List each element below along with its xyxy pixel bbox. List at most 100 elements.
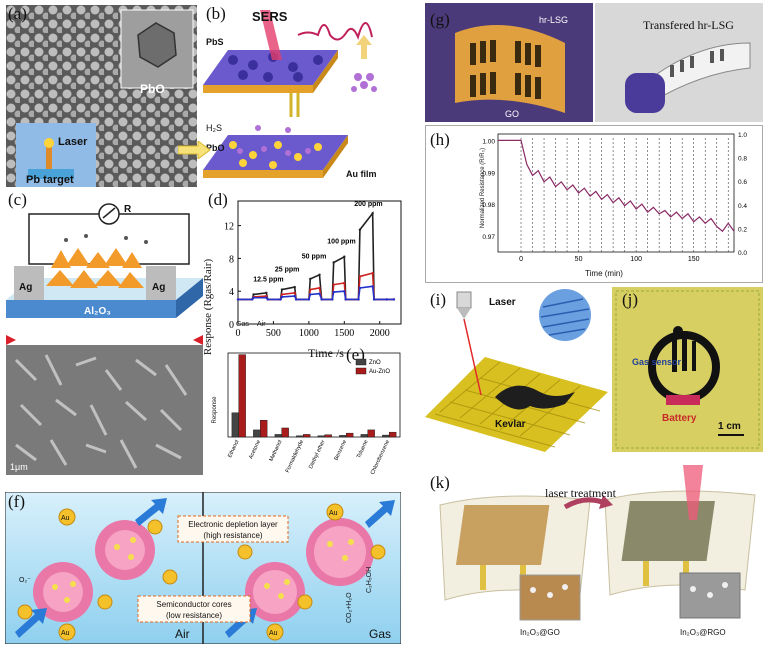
- label-a: (a): [8, 4, 27, 23]
- chart-d-point: [357, 298, 360, 301]
- label-b: (b): [206, 4, 226, 23]
- chart-d-point: [309, 277, 312, 281]
- label-i: (i): [430, 290, 447, 309]
- chart-h-y2tick-label: 0.0: [738, 250, 747, 257]
- chart-d-point: [279, 298, 282, 301]
- chart-e-bar: [367, 429, 375, 438]
- panel-a: PbO Laser Pb target: [6, 5, 197, 187]
- chart-d-point: [358, 286, 362, 290]
- chart-d-annotation: 12.5 ppm: [253, 276, 283, 283]
- chart-d-point: [265, 294, 268, 298]
- chart-d-point: [332, 283, 335, 286]
- chart-e-legend-label: ZnO: [369, 360, 381, 366]
- chart-e-bar: [231, 412, 239, 438]
- label-c: (c): [8, 190, 27, 209]
- chart-e-bar: [281, 427, 289, 438]
- ag-right-label: Ag: [152, 282, 165, 293]
- chart-h-y2tick-label: 0.8: [738, 156, 747, 163]
- scale-label-j: 1 cm: [718, 421, 741, 432]
- chart-h-xtick-label: 100: [630, 256, 642, 263]
- chart-e-bar: [346, 432, 354, 438]
- panel-j-image: Gas sensor Battery 1 cm: [612, 287, 763, 452]
- chart-e-bar: [382, 434, 390, 438]
- chart-d-ytick-label: 12: [224, 222, 234, 233]
- chart-d-point: [332, 261, 335, 264]
- pbs-label: PbS: [206, 37, 224, 47]
- depletion-label: Electronic depletion layer: [188, 520, 278, 529]
- chart-e-bar: [253, 429, 261, 438]
- cores-label: Semiconductor cores: [156, 600, 231, 609]
- chart-d-point: [252, 296, 255, 299]
- panel-i: Laser Kevlar: [425, 287, 608, 452]
- chart-d-point: [344, 298, 347, 301]
- chart-d-point: [293, 294, 296, 298]
- chart-d-xtick-label: 500: [266, 328, 281, 339]
- chart-d-point: [343, 281, 346, 285]
- au-label-1: Au: [61, 515, 70, 522]
- panel-b-image: SERS PbS H₂S PbO Au film: [203, 9, 377, 179]
- chart-e-category-label: Chlorobenzene: [370, 439, 391, 475]
- chart-h-ytick-label: 0.99: [482, 170, 495, 177]
- kevlar-label: Kevlar: [495, 419, 526, 430]
- chart-d-point: [309, 293, 312, 296]
- chart-e-legend-label: Au-ZnO: [369, 369, 390, 375]
- label-k: (k): [430, 473, 450, 492]
- chart-d-point: [252, 293, 255, 296]
- chart-d-point: [371, 271, 374, 275]
- chart-e-category-label: Formaldehyde: [285, 439, 305, 473]
- panel-j: Gas sensor Battery 1 cm: [612, 287, 763, 452]
- chart-e-bar: [274, 434, 282, 438]
- chart-e-bar: [339, 435, 347, 438]
- chart-h-ytick-label: 1.00: [482, 138, 495, 145]
- in2o3-rgo-label: In₂O₃@RGO: [680, 628, 726, 637]
- chart-d-point: [392, 298, 396, 301]
- chart-d-ytick-label: 0: [229, 320, 234, 331]
- chart-d-point: [265, 296, 268, 299]
- chart-d-xtick-label: 0: [236, 328, 241, 339]
- chart-d-point: [309, 288, 312, 291]
- chart-e-legend-swatch: [355, 367, 367, 375]
- chart-d-point: [280, 295, 284, 299]
- battery-label: Battery: [662, 413, 697, 424]
- au-label-2: Au: [61, 630, 70, 637]
- chart-e-bar: [360, 434, 368, 438]
- substrate-label: Al₂O₃: [84, 306, 111, 317]
- chart-h-series: [498, 139, 735, 233]
- chart-e-category-label: Ethanol: [227, 439, 240, 458]
- chart-d-ylabel: Response (Rgas/Rair): [202, 259, 214, 356]
- sers-label: SERS: [252, 9, 288, 24]
- chart-d-point: [332, 290, 335, 294]
- target-label: Pb target: [26, 174, 74, 186]
- chart-d-annotation: 200 ppm: [354, 201, 382, 208]
- chart-d-point: [318, 273, 321, 276]
- chart-h-xtick-label: 50: [575, 256, 583, 263]
- panel-a-image: PbO Laser Pb target: [6, 5, 197, 187]
- chart-d-point: [293, 285, 296, 289]
- label-h: (h): [430, 130, 450, 149]
- chart-h-y2tick-label: 0.6: [738, 179, 747, 186]
- label-f: (f): [8, 492, 25, 511]
- chart-d-point: [331, 298, 334, 301]
- chart-e-bar: [303, 434, 311, 438]
- panel-b: SERS PbS H₂S PbO Au film: [198, 5, 398, 187]
- chart-e-category-label: Methanol: [269, 439, 284, 462]
- chart-d-point: [318, 292, 321, 295]
- chart-e-bar: [260, 419, 268, 438]
- chart-d-point: [371, 212, 374, 215]
- chart-e-bar: [324, 434, 332, 438]
- o2-label: O₂⁻: [19, 577, 31, 584]
- chart-d-ytick-label: 8: [229, 254, 234, 265]
- treatment-label: laser treatment: [545, 486, 617, 500]
- chart-e-bar: [296, 435, 304, 438]
- panel-f: Electronic depletion layer (high resista…: [5, 492, 401, 644]
- chart-e-ylabel: Response: [212, 396, 218, 424]
- au-label-4: Au: [329, 510, 338, 517]
- transferred-label: Transfered hr-LSG: [643, 18, 734, 32]
- chart-d-xtick-label: 1500: [334, 328, 354, 339]
- chart-h-y2tick-label: 0.4: [738, 203, 747, 210]
- chart-e-category-label: Acetone: [248, 439, 262, 460]
- chart-d-point: [385, 298, 389, 301]
- chart-d-point: [358, 275, 362, 278]
- chart-d-point: [343, 290, 346, 293]
- panel-g: hr-LSG GO Transfered hr-LSG: [425, 3, 763, 122]
